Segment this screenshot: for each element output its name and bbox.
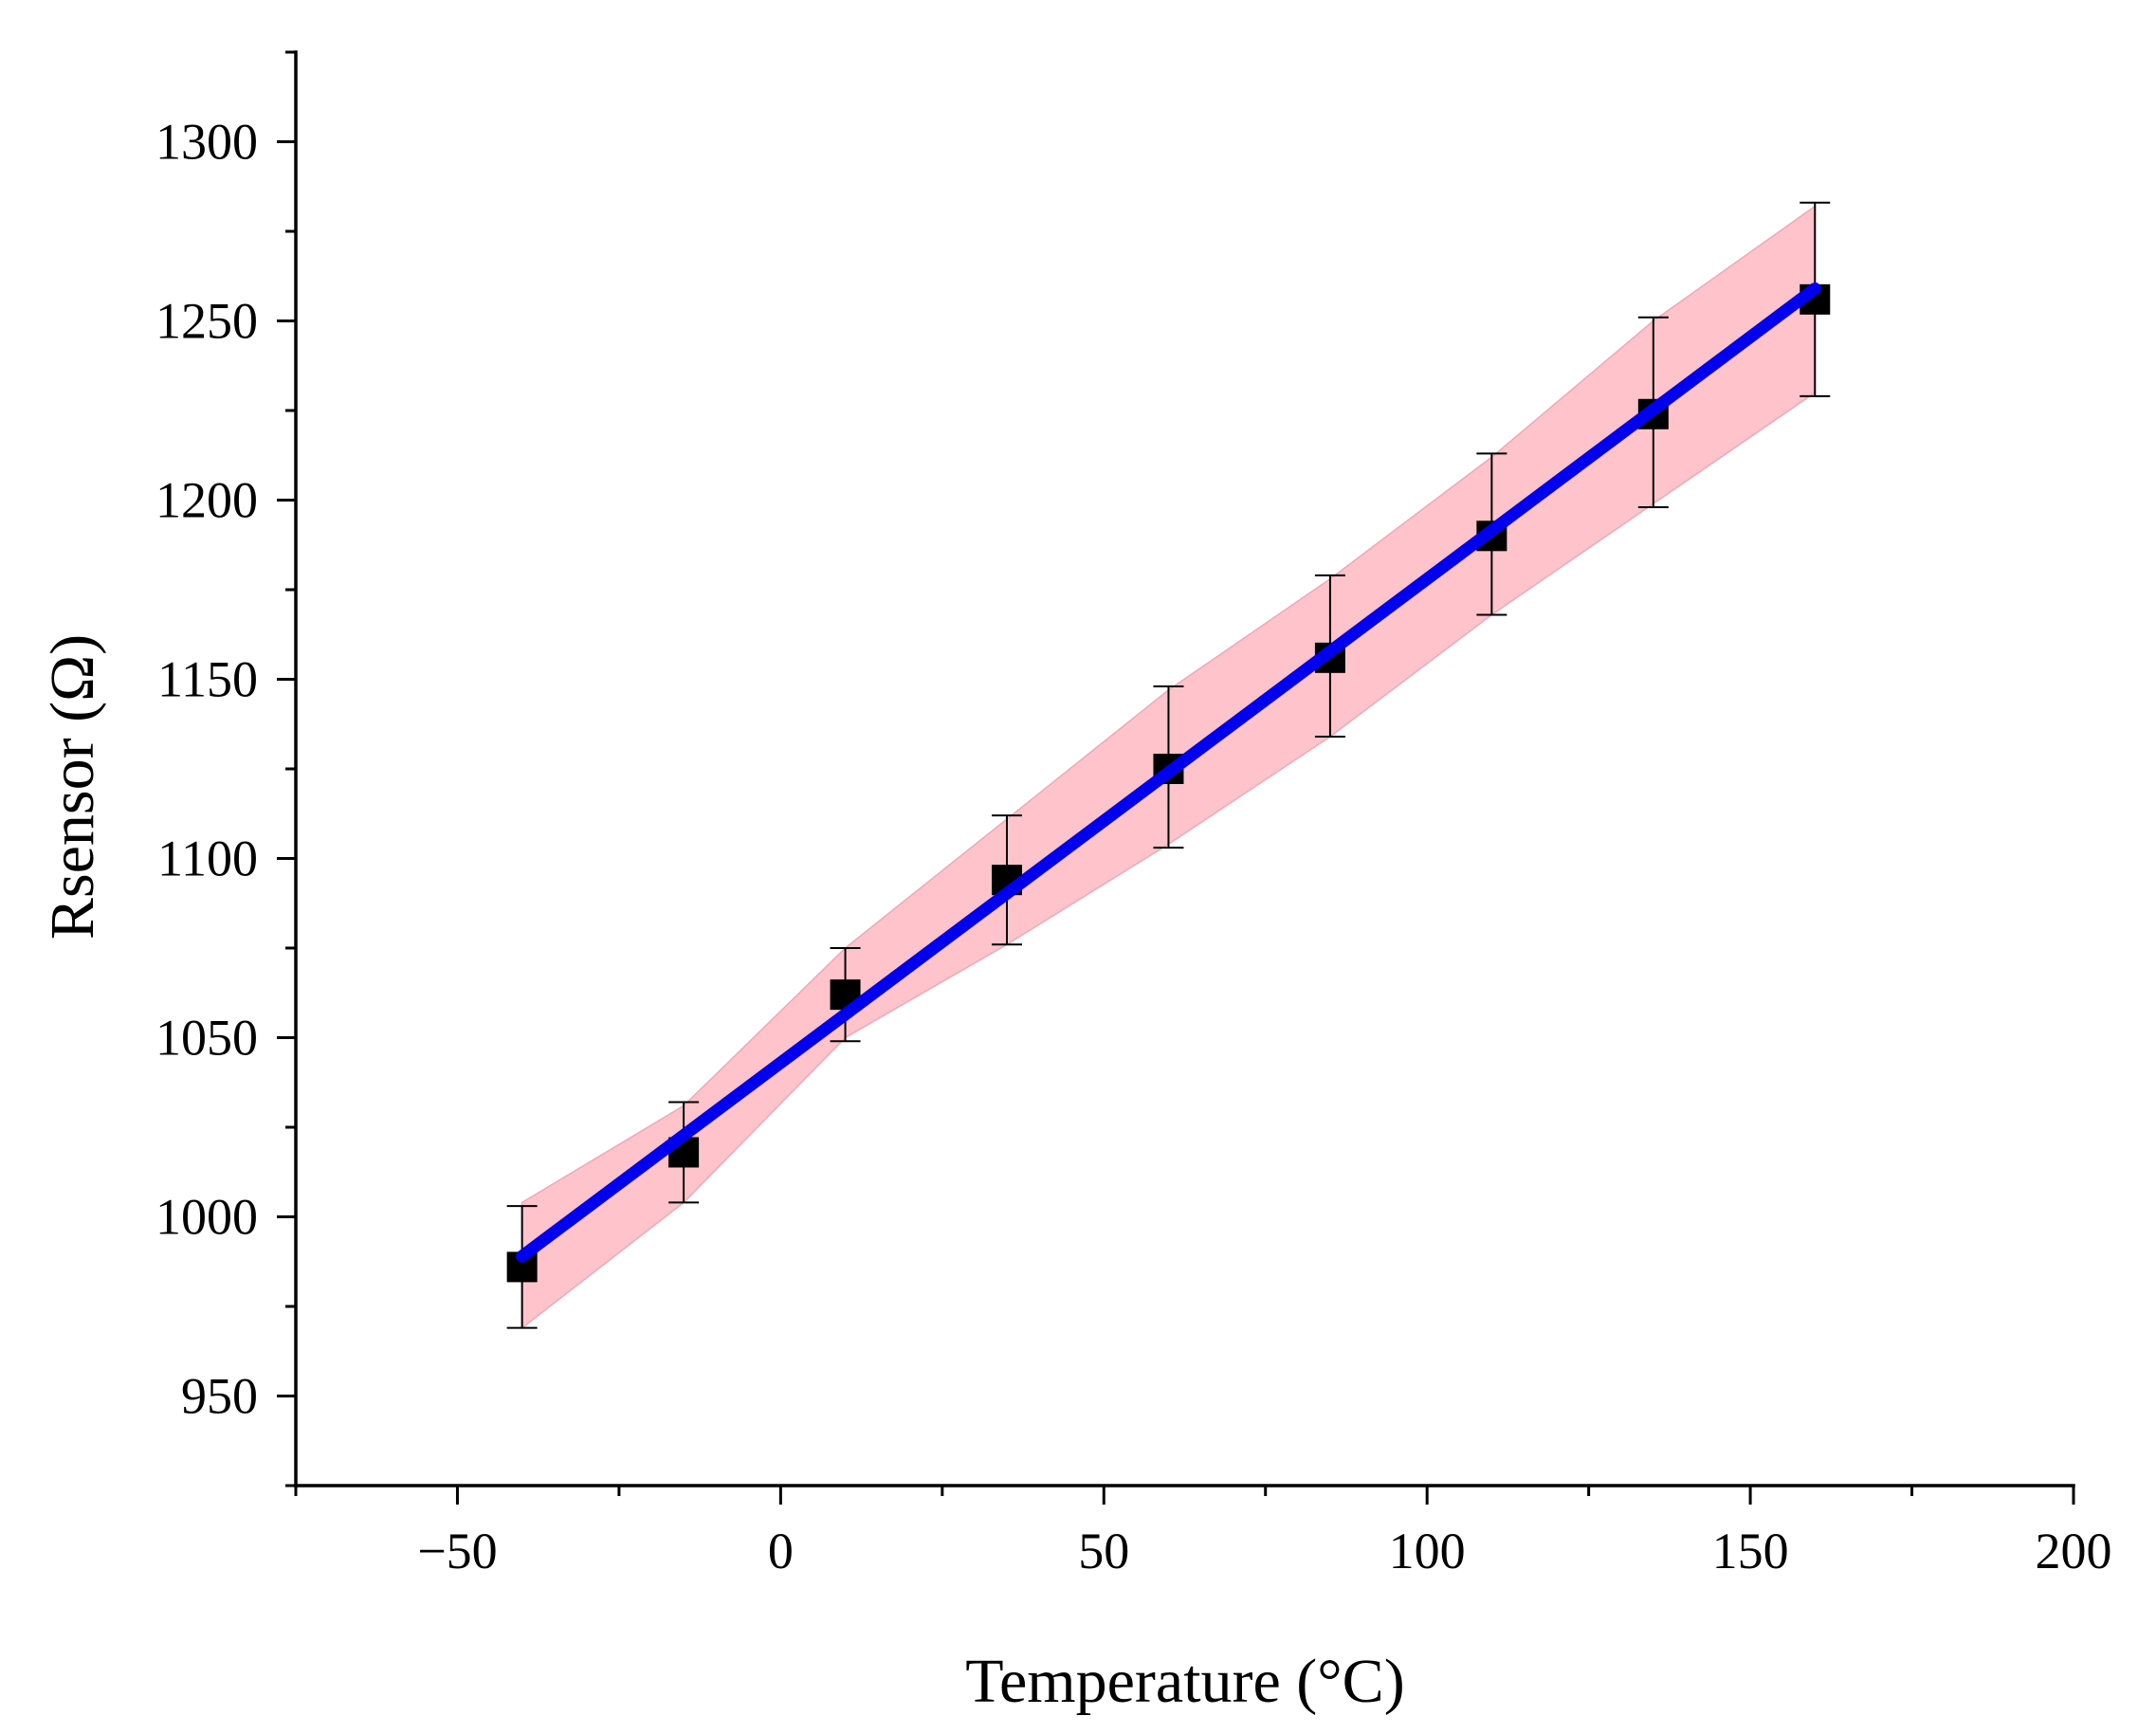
y-axis-label: Rsensor (Ω) bbox=[38, 634, 107, 940]
y-tick-label: 1300 bbox=[155, 114, 258, 171]
x-tick-label: 50 bbox=[1078, 1523, 1129, 1579]
y-tick-label: 950 bbox=[181, 1368, 258, 1425]
x-axis-label: Temperature (°C) bbox=[965, 1647, 1404, 1716]
y-tick-label: 1100 bbox=[157, 830, 258, 887]
y-tick-label: 1000 bbox=[155, 1189, 258, 1246]
y-tick-label: 1250 bbox=[155, 293, 258, 350]
x-tick-label: 100 bbox=[1389, 1523, 1466, 1579]
x-tick-label: 150 bbox=[1712, 1523, 1789, 1579]
y-tick-label: 1200 bbox=[155, 472, 258, 529]
x-tick-label: −50 bbox=[417, 1523, 497, 1579]
x-tick-label: 200 bbox=[2036, 1523, 2112, 1579]
fit-line-layer bbox=[516, 282, 1821, 1263]
y-tick-label: 1050 bbox=[155, 1010, 258, 1067]
axis-labels: Temperature (°C) Rsensor (Ω) bbox=[38, 634, 1405, 1716]
y-tick-label: 1150 bbox=[157, 651, 258, 708]
axes: −50 0 50 100 150 200 950 1000 1050 1100 1150 1200 12… bbox=[155, 50, 2112, 1579]
x-tick-label: 0 bbox=[768, 1523, 794, 1579]
fit-line bbox=[516, 282, 1821, 1263]
